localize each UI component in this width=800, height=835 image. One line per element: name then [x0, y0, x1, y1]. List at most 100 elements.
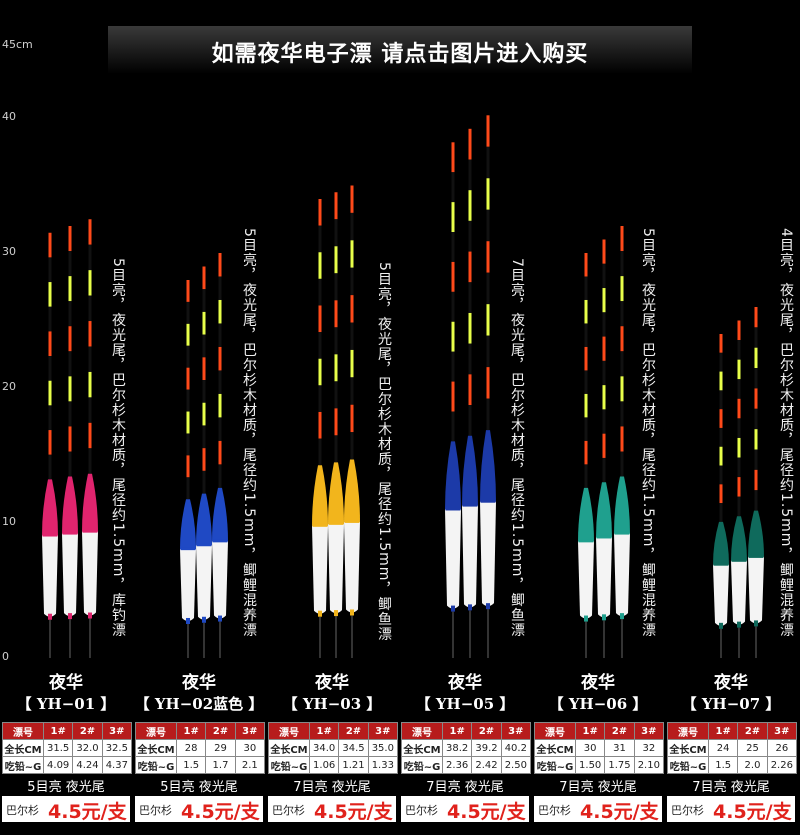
float-tail-segment — [186, 323, 190, 346]
size-3: 3# — [367, 722, 399, 740]
length-1: 28 — [175, 739, 207, 757]
lead-1: 4.09 — [42, 756, 74, 774]
float-tip — [202, 616, 206, 623]
float-tip — [737, 621, 741, 628]
float-tail-segment — [719, 334, 723, 353]
float-tail-segment — [318, 278, 322, 306]
float-tail-segment — [202, 334, 206, 358]
float-tail-segment — [218, 276, 222, 300]
length-2: 31 — [604, 739, 635, 757]
product-card-yh06[interactable]: 5目亮，夜光尾，巴尔杉木材质，尾径约1.5mm，鲫鲤混养漂 夜华 【 YH−06… — [532, 0, 665, 835]
length-1: 24 — [707, 739, 739, 757]
price: 4.5元/支 — [181, 801, 260, 823]
feature-text: 7目亮 夜光尾 — [692, 780, 770, 795]
spec-table: 漂号 1# 2# 3# 全长CM 28 29 30 吃铅~G 1.5 1.7 2.1 — [135, 722, 266, 774]
price-box[interactable]: 巴尔杉 4.5元/支 — [667, 796, 795, 823]
float-tail-segment — [202, 289, 206, 312]
lead-2: 2.42 — [471, 756, 502, 774]
float-tail-segment — [584, 276, 588, 300]
float-band — [82, 529, 98, 533]
float-band — [344, 519, 360, 523]
float-tail-segment — [620, 401, 624, 427]
price-box[interactable]: 巴尔杉 4.5元/支 — [534, 796, 662, 823]
lead-label: 吃铅~G — [268, 756, 310, 774]
float-tail-segment — [486, 335, 490, 368]
float-body-top — [344, 459, 360, 522]
float-band — [578, 539, 594, 543]
float-tail-segment — [754, 368, 758, 389]
float-tail-segment — [318, 199, 322, 226]
wood-material: 巴尔杉 — [139, 804, 172, 817]
float-tail-segment — [602, 360, 606, 386]
product-card-yh02[interactable]: 5目亮，夜光尾，巴尔杉木材质，尾径约1.5mm，鲫鲤混养漂 夜华 【 YH−02… — [133, 0, 266, 835]
price-box[interactable]: 巴尔杉 4.5元/支 — [2, 796, 130, 823]
product-card-yh01[interactable]: 5目亮，夜光尾，巴尔杉木材质，尾径约1.5mm，库钓漂 夜华 【 YH−01 】… — [0, 0, 133, 835]
float-tail-segment — [719, 427, 723, 447]
float-tail-segment — [737, 340, 741, 360]
size-1: 1# — [308, 722, 340, 740]
float-tail-segment — [88, 270, 92, 296]
length-1: 31.5 — [42, 739, 74, 757]
price-box[interactable]: 巴尔杉 4.5元/支 — [135, 796, 263, 823]
float-band — [42, 533, 58, 537]
spec-table: 漂号 1# 2# 3# 全长CM 31.5 32.0 32.5 吃铅~G 4.09 4.24 4.… — [2, 722, 133, 774]
float-tail-segment — [334, 219, 338, 247]
float-tail-segment — [468, 405, 472, 436]
product-card-yh07[interactable]: 4目亮，夜光尾，巴尔杉木材质，尾径约1.5mm，鲫鲤混养漂 夜华 【 YH−07… — [665, 0, 800, 835]
float-tail-segment — [350, 240, 354, 268]
float-tip — [334, 610, 338, 617]
spec-table: 漂号 1# 2# 3# 全长CM 34.0 34.5 35.0 吃铅~G 1.06 1.21 1.… — [268, 722, 399, 774]
product-card-yh05[interactable]: 7目亮，夜光尾，巴尔杉木材质，尾径约1.5mm，鲫鱼漂 夜华 【 YH−05 】… — [399, 0, 532, 835]
float-band — [312, 523, 328, 527]
price-box[interactable]: 巴尔杉 4.5元/支 — [268, 796, 396, 823]
float-tail-segment — [318, 438, 322, 466]
float-tail-segment — [48, 306, 52, 332]
size-3: 3# — [500, 722, 532, 740]
float-band — [180, 547, 196, 551]
float-tail-segment — [48, 405, 52, 431]
float-body-top — [82, 473, 98, 532]
float-tail-segment — [451, 232, 455, 262]
float-tail-segment — [186, 301, 190, 324]
product-description: 5目亮，夜光尾，巴尔杉木材质，尾径约1.5mm，鲫鲤混养漂 — [241, 228, 257, 638]
float-tail-segment — [350, 432, 354, 460]
lead-label: 吃铅~G — [2, 756, 44, 774]
lead-1: 1.50 — [574, 756, 606, 774]
float-tail-segment — [719, 446, 723, 466]
float-tail-segment — [48, 454, 52, 480]
product-description: 5目亮，夜光尾，巴尔杉木材质，尾径约1.5mm，鲫鱼漂 — [376, 262, 392, 642]
float-tail-segment — [186, 367, 190, 390]
float-tail-segment — [602, 239, 606, 264]
length-2: 29 — [205, 739, 236, 757]
float-tail-segment — [68, 451, 72, 477]
lead-2: 1.21 — [338, 756, 369, 774]
product-description: 5目亮，夜光尾，巴尔杉木材质，尾径约1.5mm，库钓漂 — [110, 258, 126, 638]
header-label: 漂号 — [2, 722, 44, 740]
header-label: 漂号 — [268, 722, 310, 740]
float-tail-segment — [468, 190, 472, 221]
float-body-bottom — [713, 564, 729, 626]
float-tail-segment — [218, 440, 222, 465]
price: 4.5元/支 — [713, 801, 792, 823]
float-tail-segment — [451, 291, 455, 322]
float-tail-segment — [350, 212, 354, 241]
float-tail-segment — [486, 398, 490, 431]
purchase-banner[interactable]: 如需夜华电子漂 请点击图片进入购买 — [108, 26, 692, 74]
float-tail-segment — [48, 282, 52, 307]
float-tip — [620, 613, 624, 620]
float-band — [62, 531, 78, 535]
float-tail-segment — [68, 376, 72, 402]
float-body-bottom — [42, 535, 58, 617]
float-tip — [451, 605, 455, 612]
float-tail-segment — [334, 300, 338, 328]
product-card-yh03[interactable]: 5目亮，夜光尾，巴尔杉木材质，尾径约1.5mm，鲫鱼漂 夜华 【 YH−03 】… — [266, 0, 399, 835]
float-tail-segment — [737, 379, 741, 399]
float-body-top — [212, 487, 228, 542]
float-tail-segment — [584, 464, 588, 488]
float-tail-segment — [468, 282, 472, 313]
size-1: 1# — [42, 722, 74, 740]
float-tail-segment — [350, 377, 354, 405]
price-box[interactable]: 巴尔杉 4.5元/支 — [401, 796, 529, 823]
float-body-top — [596, 482, 612, 538]
float-tail-segment — [202, 311, 206, 335]
